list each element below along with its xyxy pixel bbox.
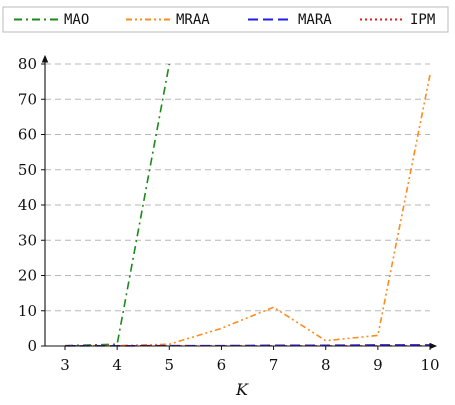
x-tick-label: 10 <box>420 356 439 374</box>
y-tick-label: 50 <box>18 161 37 179</box>
y-tick-label: 0 <box>27 337 37 355</box>
series-line-mraa <box>64 74 431 347</box>
y-tick-label: 70 <box>18 90 37 108</box>
x-tick-label: 3 <box>60 356 70 374</box>
y-tick-label: 40 <box>18 196 37 214</box>
x-tick-label: 5 <box>165 356 175 374</box>
x-tick-label: 9 <box>373 356 383 374</box>
x-tick-label: 7 <box>269 356 279 374</box>
y-tick-label: 20 <box>18 267 37 285</box>
x-tick-label: 4 <box>112 356 122 374</box>
y-tick-label: 10 <box>18 302 37 320</box>
legend-label-mao: MAO <box>64 12 89 28</box>
grid-lines <box>45 63 430 312</box>
legend-label-ipm: IPM <box>410 12 435 28</box>
x-tick-label: 6 <box>217 356 227 374</box>
legend-label-mraa: MRAA <box>176 12 210 28</box>
y-tick-label: 60 <box>18 126 37 144</box>
axes <box>41 54 438 350</box>
x-axis-label: K <box>235 380 249 399</box>
x-axis-ticks: 3 4 5 6 7 8 9 10 <box>60 346 440 374</box>
legend-frame <box>2 6 449 33</box>
y-tick-label: 80 <box>18 55 37 73</box>
legend-label-mara: MARA <box>298 12 332 28</box>
chart-legend: MAO MRAA MARA IPM <box>2 6 449 33</box>
x-tick-label: 8 <box>321 356 331 374</box>
y-axis-ticks: 0 10 20 30 40 50 60 70 80 <box>18 55 45 355</box>
y-tick-label: 30 <box>18 231 37 249</box>
